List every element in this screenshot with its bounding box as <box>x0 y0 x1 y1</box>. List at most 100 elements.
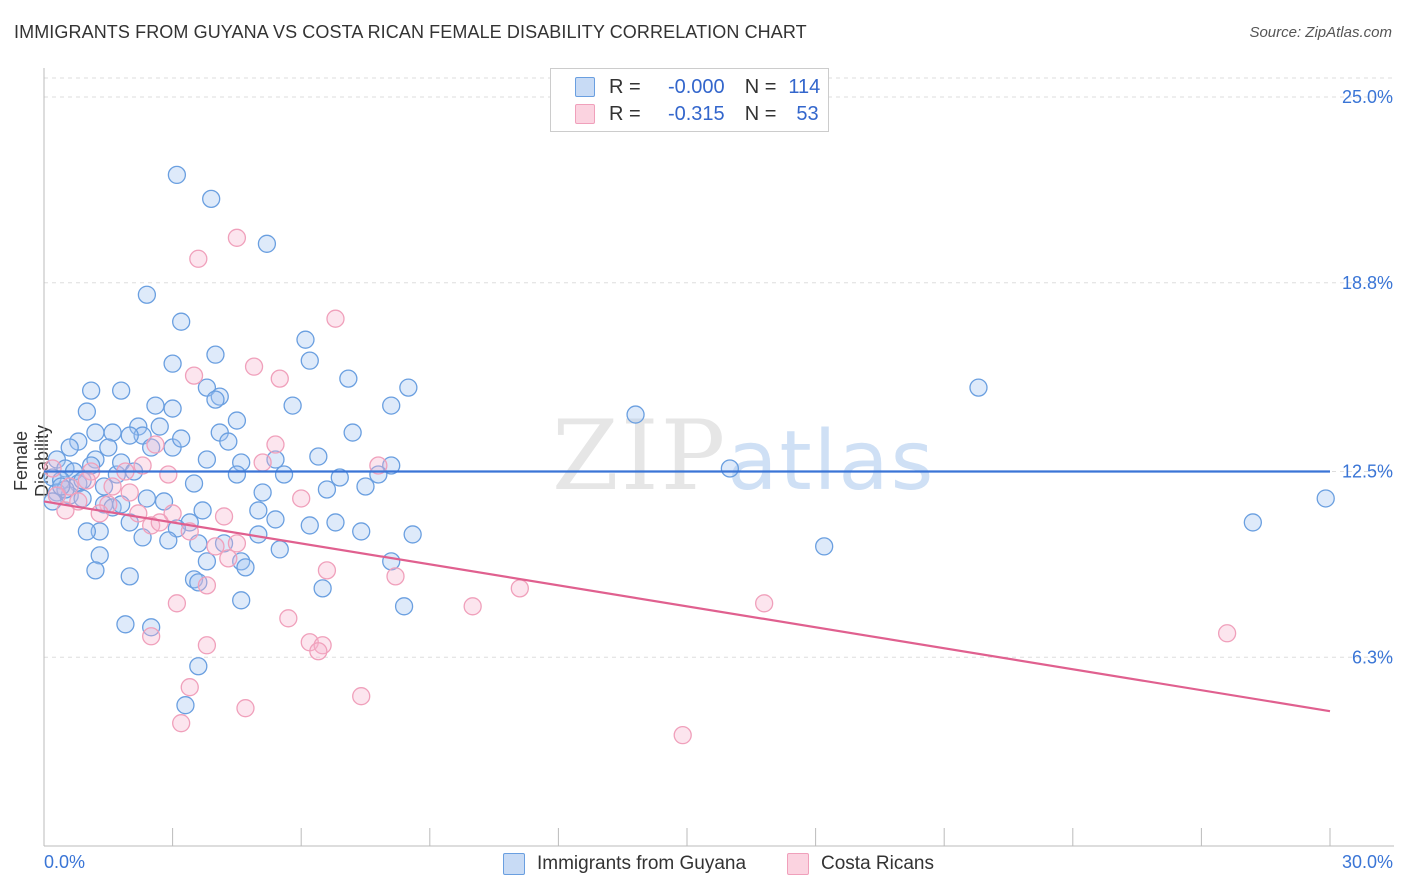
guyana-point <box>969 378 988 397</box>
guyana-point <box>403 525 422 544</box>
watermark-zip: ZIP <box>552 400 728 512</box>
guyana-point <box>167 165 187 185</box>
guyana-point <box>77 402 97 421</box>
costa-rica-point <box>317 561 337 580</box>
guyana-point <box>815 537 834 556</box>
guyana-point <box>382 396 401 415</box>
guyana-point <box>82 381 101 400</box>
y-tick-label: 6.3% <box>1352 647 1393 667</box>
costa-rica-point <box>279 609 298 628</box>
guyana-point <box>626 405 645 424</box>
guyana-point <box>120 567 139 586</box>
costa-rica-point <box>244 357 264 376</box>
guyana-point <box>1316 489 1335 508</box>
costa-rica-swatch <box>787 853 809 875</box>
guyana-point <box>266 510 285 529</box>
r-value: -0.315 <box>667 102 725 125</box>
guyana-point <box>77 522 97 541</box>
costa-rica-point <box>463 597 482 616</box>
guyana-point <box>283 396 302 415</box>
guyana-point <box>90 522 109 541</box>
costa-rica-point <box>133 456 152 475</box>
costa-rica-point <box>172 714 191 733</box>
costa-rica-point <box>43 459 62 478</box>
guyana-point <box>343 423 362 442</box>
costa-rica-point <box>197 636 217 655</box>
costa-rica-point <box>103 477 122 496</box>
guyana-point <box>1243 513 1262 532</box>
y-tick-label: 18.8% <box>1342 273 1393 293</box>
guyana-point <box>86 561 105 580</box>
x-tick-label: 30.0% <box>1342 852 1393 872</box>
y-tick-label: 25.0% <box>1342 87 1393 107</box>
guyana-point <box>300 351 319 370</box>
guyana-point <box>86 423 105 442</box>
guyana-point <box>399 378 418 397</box>
guyana-point <box>172 429 191 448</box>
guyana-point <box>176 696 195 715</box>
guyana-point <box>249 501 268 520</box>
y-tick-label: 12.5% <box>1342 462 1393 482</box>
costa-rica-point <box>227 228 247 247</box>
guyana-point <box>206 390 225 409</box>
costa-rica-point <box>159 465 178 484</box>
guyana-point <box>232 591 251 610</box>
costa-rica-point <box>219 549 238 568</box>
guyana-point <box>82 456 101 475</box>
costa-rica-point <box>266 435 285 454</box>
legend-row-costa-rica: R = -0.315 N = 53 <box>575 102 819 126</box>
costa-rica-point <box>326 309 345 328</box>
costa-rica-point <box>673 725 692 745</box>
guyana-point <box>317 480 337 499</box>
costa-rica-point <box>47 486 67 505</box>
costa-rica-point <box>142 627 161 646</box>
costa-rica-point <box>755 594 774 613</box>
r-label: R = <box>609 75 641 98</box>
source-credit: Source: ZipAtlas.com <box>1249 24 1392 41</box>
guyana-point <box>197 552 217 571</box>
costa-rica-point <box>167 594 187 613</box>
guyana-point <box>394 597 414 616</box>
legend-item-guyana[interactable]: Immigrants from Guyana <box>503 853 746 875</box>
guyana-point <box>330 468 349 487</box>
n-label: N = <box>744 75 777 98</box>
guyana-point <box>257 234 277 253</box>
costa-rica-point <box>510 579 529 598</box>
legend-item-costa-rica[interactable]: Costa Ricans <box>787 853 934 875</box>
costa-rica-point <box>1217 624 1237 643</box>
guyana-point <box>219 432 238 451</box>
guyana-point <box>326 513 345 532</box>
guyana-point <box>382 456 401 475</box>
guyana-point <box>236 558 255 577</box>
guyana-point <box>227 465 247 484</box>
costa-rica-point <box>352 687 371 706</box>
n-label: N = <box>744 102 777 125</box>
guyana-point <box>227 411 247 430</box>
guyana-point <box>352 522 371 541</box>
costa-rica-swatch <box>575 104 595 124</box>
n-value: 53 <box>796 102 819 125</box>
guyana-point <box>137 489 157 508</box>
r-label: R = <box>609 102 641 125</box>
costa-rica-trend-line <box>43 500 1331 713</box>
costa-rica-point <box>189 249 208 268</box>
costa-rica-point <box>77 471 97 490</box>
costa-rica-point <box>60 477 79 496</box>
guyana-point <box>189 657 208 676</box>
watermark: ZIPatlas <box>552 400 935 512</box>
guyana-point <box>116 615 135 634</box>
guyana-point <box>172 312 191 331</box>
guyana-point <box>300 516 319 535</box>
guyana-point <box>120 426 139 445</box>
guyana-point <box>103 423 122 442</box>
costa-rica-point <box>309 642 328 661</box>
n-value: 114 <box>788 75 821 98</box>
costa-rica-point <box>150 513 169 532</box>
guyana-point <box>253 483 272 502</box>
costa-rica-point <box>253 453 272 472</box>
costa-rica-point <box>180 678 199 697</box>
guyana-point <box>309 447 328 466</box>
guyana-point <box>184 474 204 493</box>
costa-rica-point <box>236 699 255 718</box>
